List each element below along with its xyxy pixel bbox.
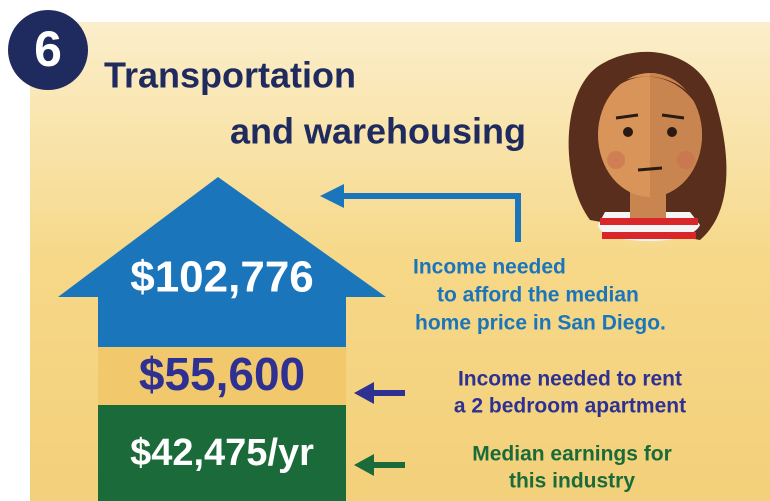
caption: home price in San Diego. <box>415 312 666 335</box>
caption: to afford the median <box>437 284 639 307</box>
page: { "badge": "6", "title": {"line1": "Tran… <box>0 0 770 501</box>
caption: Income needed to rent <box>458 368 682 391</box>
person-illustration <box>569 52 727 241</box>
title-line: and warehousing <box>230 111 526 152</box>
amount: $102,776 <box>130 253 314 302</box>
infographic: 6 Transportation and warehousing $102,77… <box>0 0 770 501</box>
amount: $55,600 <box>139 348 305 400</box>
amount: $42,475/yr <box>130 432 314 474</box>
caption: Income needed <box>413 256 566 279</box>
caption: a 2 bedroom apartment <box>454 395 686 418</box>
badge-number: 6 <box>34 21 62 77</box>
caption: this industry <box>509 470 635 493</box>
caption: Median earnings for <box>472 443 672 466</box>
title-line: Transportation <box>104 55 356 96</box>
